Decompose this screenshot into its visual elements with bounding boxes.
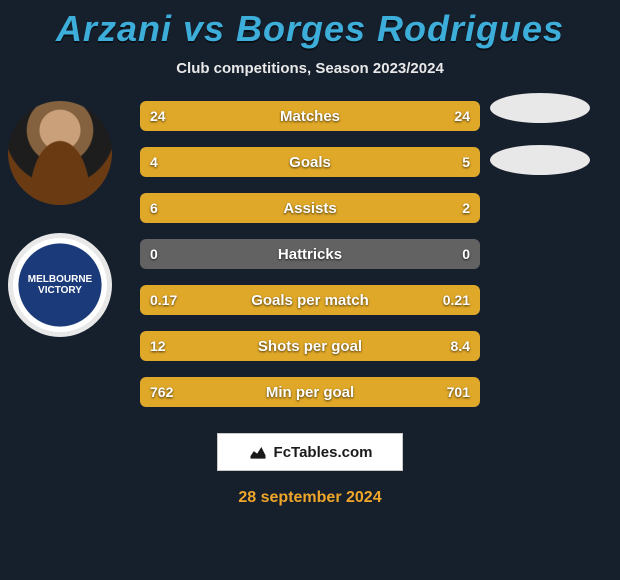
stat-label: Assists [140, 193, 480, 223]
player1-club-badge: MELBOURNE VICTORY [8, 233, 112, 337]
stat-label: Hattricks [140, 239, 480, 269]
comparison-content: MELBOURNE VICTORY 2424Matches 45Goals 62As… [0, 101, 620, 407]
right-avatars [490, 93, 602, 175]
page-title: Arzani vs Borges Rodrigues [0, 0, 620, 50]
stat-label: Shots per goal [140, 331, 480, 361]
stat-label: Goals [140, 147, 480, 177]
left-avatars: MELBOURNE VICTORY [8, 101, 120, 337]
page-subtitle: Club competitions, Season 2023/2024 [0, 60, 620, 77]
chart-icon [248, 442, 268, 462]
stat-label: Min per goal [140, 377, 480, 407]
stat-label: Goals per match [140, 285, 480, 315]
player2-avatar-placeholder [490, 93, 590, 123]
player2-club-placeholder [490, 145, 590, 175]
stat-bars: 2424Matches 45Goals 62Assists 00Hattricks 0.… [140, 101, 480, 407]
player1-avatar [8, 101, 112, 205]
stat-label: Matches [140, 101, 480, 131]
stat-row: 00Hattricks [140, 239, 480, 269]
source-badge[interactable]: FcTables.com [217, 433, 403, 471]
snapshot-date: 28 september 2024 [0, 489, 620, 507]
stat-row: 762701Min per goal [140, 377, 480, 407]
source-badge-text: FcTables.com [274, 444, 373, 461]
stat-row: 0.170.21Goals per match [140, 285, 480, 315]
stat-row: 62Assists [140, 193, 480, 223]
stat-row: 128.4Shots per goal [140, 331, 480, 361]
stat-row: 45Goals [140, 147, 480, 177]
stat-row: 2424Matches [140, 101, 480, 131]
